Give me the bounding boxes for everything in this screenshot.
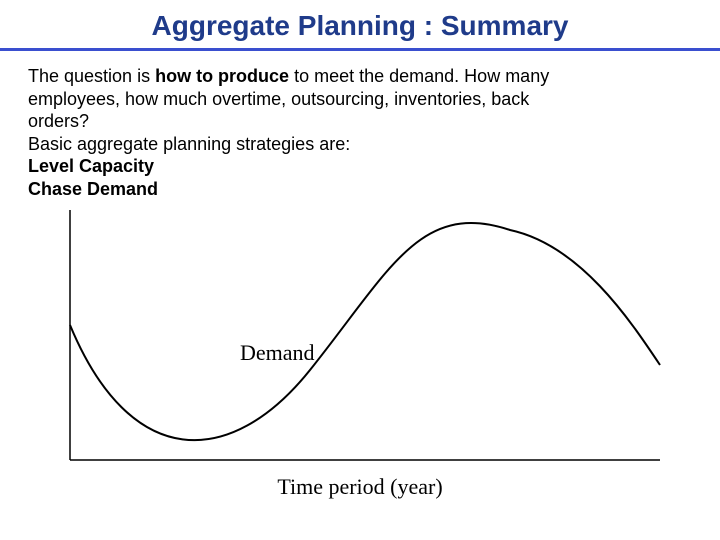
text-frag: employees, how much overtime, outsourcin…: [28, 89, 529, 109]
text-frag: The question is: [28, 66, 155, 86]
strategy-chase-demand: Chase Demand: [28, 179, 158, 199]
strategy-level-capacity: Level Capacity: [28, 156, 154, 176]
text-frag: to meet the demand. How many: [289, 66, 549, 86]
demand-curve-label: Demand: [240, 340, 315, 366]
intro-paragraph: The question is how to produce to meet t…: [0, 51, 720, 200]
bold-how-to-produce: how to produce: [155, 66, 289, 86]
text-frag: orders?: [28, 111, 89, 131]
page-title: Aggregate Planning : Summary: [0, 10, 720, 48]
demand-chart: Demand: [40, 210, 680, 470]
text-frag: Basic aggregate planning strategies are:: [28, 134, 350, 154]
x-axis-label: Time period (year): [0, 474, 720, 500]
